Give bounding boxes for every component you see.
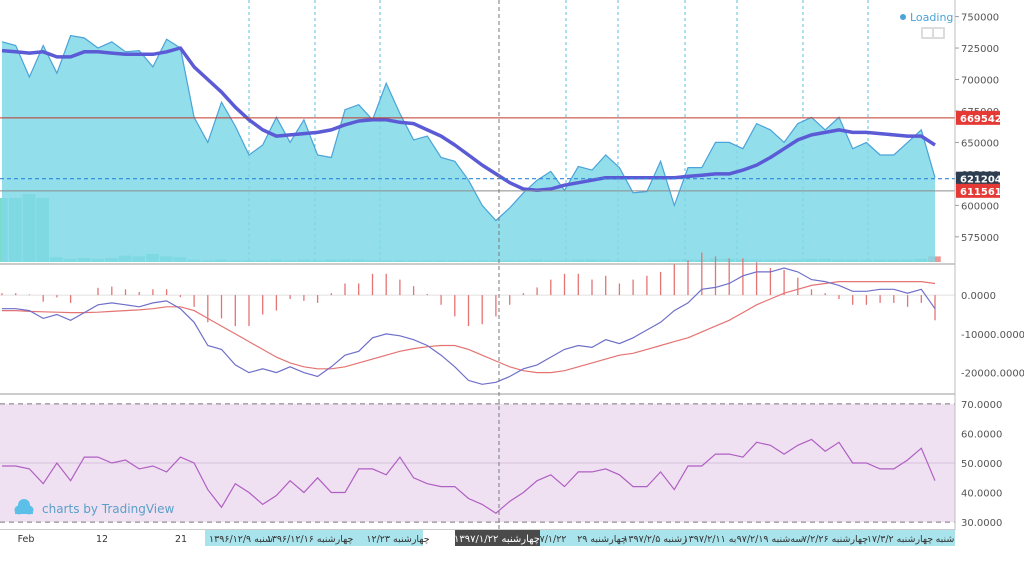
price-tick-label-6: 600000	[961, 201, 999, 212]
price-badge-label-2: 611561	[960, 187, 1002, 198]
loading-dot-icon	[900, 14, 906, 20]
price-area-fill	[2, 35, 935, 262]
time-label-1: 12	[96, 534, 108, 545]
loading-label: Loading	[910, 11, 953, 24]
rsi-tick-label-3: 40.0000	[961, 489, 1002, 500]
price-area-line	[1, 34, 936, 222]
macd-tick-label-0: 0.0000	[961, 291, 996, 302]
time-label-3: ۱۳۹۶/۱۲/۹ شنبه	[209, 534, 273, 545]
price-levels	[0, 117, 955, 192]
price-tick-label-4: 650000	[961, 138, 999, 149]
price-tick-label-2: 700000	[961, 76, 999, 87]
price-badge-label-1: 621204	[960, 175, 1002, 186]
toolbar-toggle-left-icon	[923, 29, 932, 37]
price-badge-bg-2	[956, 183, 1000, 198]
rsi-line	[2, 438, 936, 514]
time-label-8: ۲۹ چهارشنبه	[577, 534, 627, 545]
rsi-tick-label-1: 60.0000	[961, 429, 1002, 440]
time-range-highlight-left	[205, 530, 423, 546]
price-tick-label-1: 725000	[961, 44, 999, 55]
time-label-14: شنبه	[936, 534, 955, 545]
price-series	[1, 34, 936, 262]
time-label-0: Feb	[18, 534, 35, 545]
axis-labels: 7500007250007000006750006500006250006000…	[955, 13, 1024, 529]
price-badge-bg-1	[956, 171, 1000, 186]
crosshair-time-badge	[455, 530, 540, 546]
macd-series	[0, 252, 955, 385]
time-label-7: ۷/۱/۲۲	[540, 534, 567, 545]
tradingview-watermark[interactable]: charts by TradingView	[42, 502, 174, 516]
rsi-tick-label-4: 30.0000	[961, 518, 1002, 529]
time-label-12: ۷/۲/۲۶ چهارشنبه	[802, 534, 868, 545]
time-label-9: ۱۳۹۷/۲/۵ رشنبه	[623, 534, 687, 545]
time-label-11: ۹۷/۲/۱۹ سه‌شنبه	[737, 534, 804, 545]
price-tick-label-7: 575000	[961, 233, 999, 244]
time-label-4: ۱۳۹۶/۱۲/۱۶ چهارشنبه	[267, 534, 354, 545]
moving-average-line	[1, 46, 936, 193]
price-badge-bg-0	[956, 110, 1000, 125]
crosshair-time-label: ۱۳۹۷/۱/۲۲ چهارشنبه	[454, 534, 540, 545]
macd-tick-label-1: -10000.0000	[961, 330, 1024, 341]
rsi-tick-label-0: 70.0000	[961, 400, 1002, 411]
rsi-tick-label-2: 50.0000	[961, 459, 1002, 470]
macd-line	[2, 267, 936, 385]
price-axis-panel[interactable]	[955, 0, 1024, 530]
price-tick-label-0: 750000	[961, 13, 999, 24]
time-label-13: ۱۷/۳/۲ چهارشنبه	[867, 534, 933, 545]
rsi-series	[2, 438, 936, 514]
macd-signal-line	[2, 281, 936, 374]
time-label-10: ۱۳۹۷/۲/۱۱ به	[684, 534, 737, 545]
toolbar-toggle-right-icon	[934, 29, 943, 37]
time-range-highlight-right	[540, 530, 955, 546]
tradingview-logo-icon	[14, 499, 34, 515]
time-label-2: 21	[175, 534, 187, 545]
price-badge-label-0: 669542	[960, 114, 1002, 125]
time-label-5: ۱۲/۲۳ چهارشنبه	[366, 534, 429, 545]
macd-tick-label-2: -20000.0000	[961, 369, 1024, 380]
